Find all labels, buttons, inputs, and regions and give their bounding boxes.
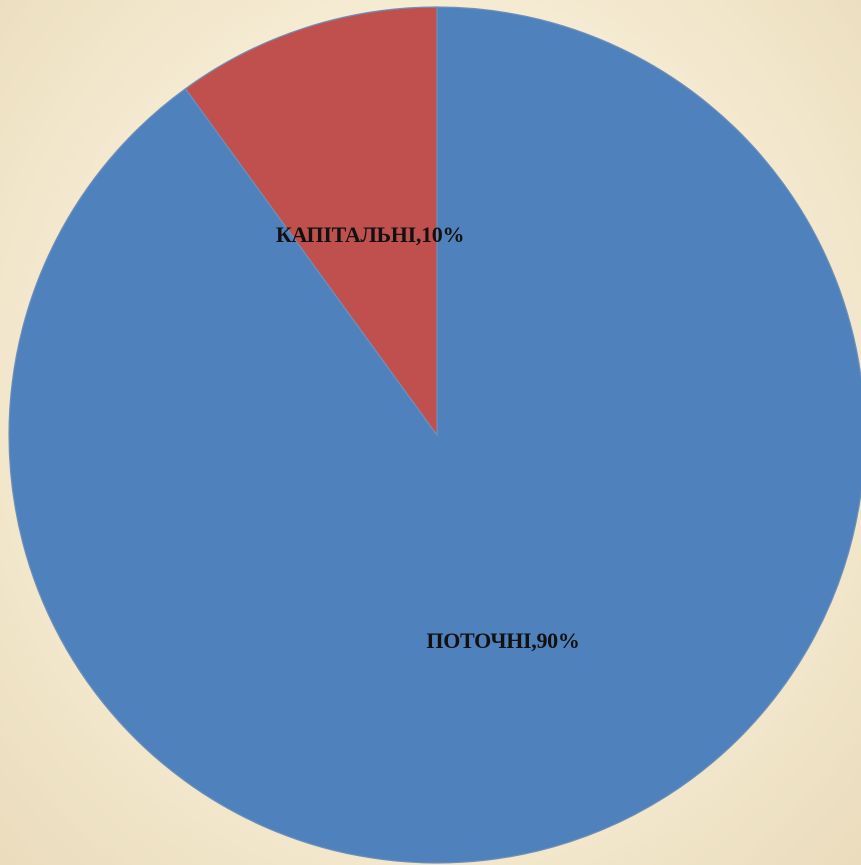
pie-slices <box>8 6 861 864</box>
slice-label-kapitalni: КАПІТАЛЬНІ,10% <box>276 222 464 247</box>
pie-slice-potochni <box>8 6 861 864</box>
pie-slice-kapitalni <box>184 6 438 437</box>
slice-label-potochni: ПОТОЧНІ,90% <box>426 628 579 653</box>
pie-labels: ПОТОЧНІ,90% КАПІТАЛЬНІ,10% <box>276 222 580 653</box>
